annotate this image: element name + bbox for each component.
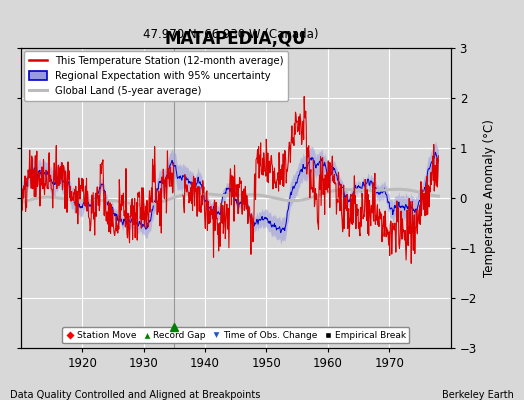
Title: MATAPEDIA,QU: MATAPEDIA,QU bbox=[165, 30, 307, 48]
Text: 47.970 N, 66.930 W (Canada): 47.970 N, 66.930 W (Canada) bbox=[143, 28, 318, 41]
Legend: Station Move, Record Gap, Time of Obs. Change, Empirical Break: Station Move, Record Gap, Time of Obs. C… bbox=[62, 327, 409, 344]
Text: Berkeley Earth: Berkeley Earth bbox=[442, 390, 514, 400]
Text: Data Quality Controlled and Aligned at Breakpoints: Data Quality Controlled and Aligned at B… bbox=[10, 390, 261, 400]
Y-axis label: Temperature Anomaly (°C): Temperature Anomaly (°C) bbox=[483, 119, 496, 277]
